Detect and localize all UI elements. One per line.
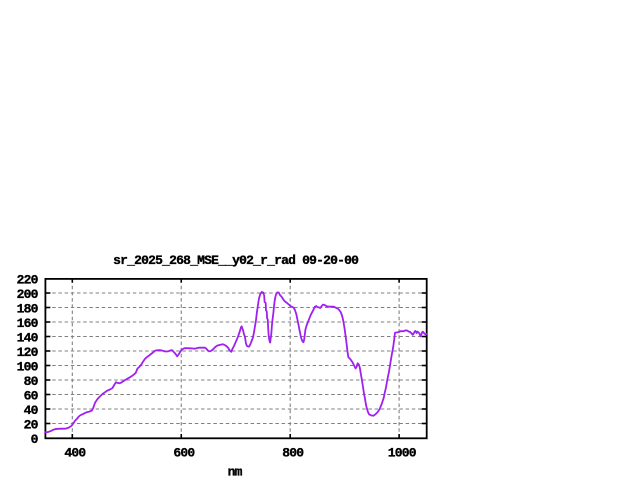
svg-text:sr_2025_268_MSE__y02_r_rad 09-: sr_2025_268_MSE__y02_r_rad 09-20-00 xyxy=(113,253,359,268)
svg-text:800: 800 xyxy=(282,446,304,461)
svg-text:nm: nm xyxy=(228,465,243,480)
svg-text:400: 400 xyxy=(64,446,86,461)
svg-text:120: 120 xyxy=(17,345,39,360)
svg-text:0: 0 xyxy=(31,432,39,447)
svg-text:60: 60 xyxy=(24,389,39,404)
svg-text:200: 200 xyxy=(17,287,39,302)
svg-text:20: 20 xyxy=(24,418,39,433)
svg-text:80: 80 xyxy=(24,374,39,389)
svg-text:180: 180 xyxy=(17,302,39,317)
svg-text:160: 160 xyxy=(17,316,39,331)
svg-text:140: 140 xyxy=(17,331,39,346)
svg-text:220: 220 xyxy=(17,273,39,288)
svg-text:1000: 1000 xyxy=(388,446,417,461)
svg-text:40: 40 xyxy=(24,403,39,418)
svg-text:600: 600 xyxy=(173,446,195,461)
svg-text:100: 100 xyxy=(17,360,39,375)
